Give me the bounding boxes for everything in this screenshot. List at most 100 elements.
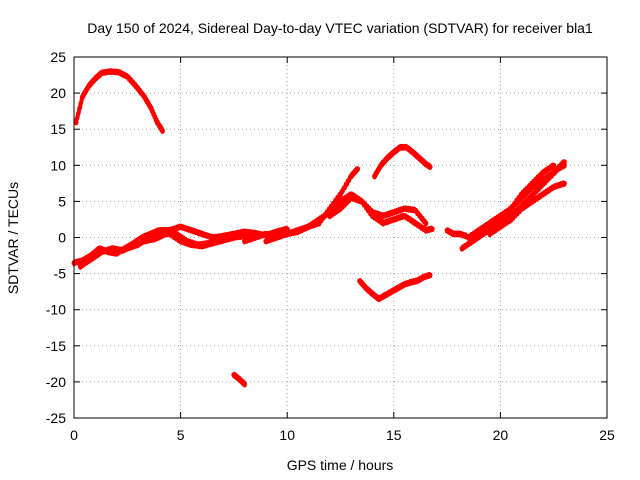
x-tick-label: 15 (386, 427, 402, 443)
data-point (497, 224, 503, 230)
data-point (376, 296, 382, 302)
series-arc-late-4 (508, 162, 557, 212)
data-point (382, 292, 388, 298)
data-point (508, 206, 514, 212)
data-point (551, 184, 557, 190)
series-layer (71, 68, 567, 388)
data-point (378, 162, 384, 168)
series-arc-short-low (231, 371, 248, 388)
series-trace (74, 68, 165, 134)
data-point (561, 180, 567, 186)
data-point (316, 216, 322, 222)
data-point (88, 256, 94, 262)
data-point (508, 216, 514, 222)
y-tick-label: 15 (50, 121, 66, 137)
data-point (156, 229, 162, 235)
data-point (519, 206, 525, 212)
data-point (540, 191, 546, 197)
data-point (369, 291, 375, 297)
data-point (188, 242, 194, 248)
data-point (178, 224, 184, 230)
x-tick-label: 5 (177, 427, 185, 443)
data-point (116, 69, 122, 75)
data-point (220, 237, 226, 243)
data-point (357, 278, 363, 284)
data-point (487, 220, 493, 226)
y-tick-label: 20 (50, 85, 66, 101)
data-point (423, 161, 429, 167)
data-point (423, 227, 429, 233)
series-arc-upper-hump (372, 143, 433, 180)
data-point (99, 249, 105, 255)
data-point (252, 235, 258, 240)
data-point (395, 285, 401, 291)
data-point (210, 240, 216, 246)
data-point (423, 220, 429, 226)
data-point (369, 213, 375, 219)
data-point (450, 231, 456, 237)
data-point (410, 149, 416, 155)
data-point (561, 159, 567, 165)
series-trace (372, 143, 432, 180)
data-point (459, 245, 465, 251)
y-tick-label: -5 (54, 266, 67, 282)
series-arc-late-3 (487, 180, 567, 238)
data-point (306, 224, 312, 230)
data-point (274, 235, 280, 240)
data-point (236, 376, 242, 382)
series-trace (445, 227, 469, 240)
series-arc-baseline-1 (71, 223, 290, 267)
data-point (92, 76, 98, 82)
data-point (284, 226, 290, 232)
data-point (146, 235, 152, 240)
series-trace (263, 191, 428, 245)
y-tick-label: -15 (46, 338, 66, 354)
y-tick-label: 10 (50, 157, 66, 173)
data-point (199, 231, 205, 237)
data-point (444, 227, 450, 233)
data-point (427, 164, 433, 170)
y-axis-label: SDTVAR / TECUs (5, 182, 21, 294)
data-point (389, 289, 395, 295)
data-point (416, 155, 422, 161)
data-point (480, 231, 486, 237)
data-point (397, 144, 403, 150)
x-axis-label: GPS time / hours (287, 457, 394, 473)
data-point (295, 229, 301, 235)
y-tick-label: 0 (58, 230, 66, 246)
data-point (199, 243, 205, 249)
y-tick-label: 5 (58, 193, 66, 209)
x-tick-label: 10 (279, 427, 295, 443)
data-point (86, 83, 92, 89)
data-point (363, 285, 369, 291)
data-point (465, 235, 471, 240)
data-point (401, 281, 407, 287)
data-point (99, 70, 105, 76)
x-tick-label: 0 (70, 427, 78, 443)
data-point (391, 216, 397, 222)
y-tick-label: 25 (50, 49, 66, 65)
data-point (242, 238, 248, 244)
data-point (534, 188, 540, 194)
data-point (529, 180, 535, 186)
data-point (540, 177, 546, 183)
data-point (188, 227, 194, 233)
data-point (178, 238, 184, 244)
data-point (135, 242, 141, 248)
data-point (338, 198, 343, 204)
series-arc-mid-2 (263, 191, 429, 245)
data-point (167, 231, 173, 237)
data-point (372, 173, 378, 179)
x-tick-label: 20 (493, 427, 509, 443)
data-point (73, 119, 79, 125)
data-point (421, 274, 427, 280)
data-point (242, 381, 248, 387)
data-point (412, 207, 418, 213)
data-point (470, 238, 476, 244)
data-point (384, 155, 390, 161)
data-point (263, 231, 269, 237)
data-point (338, 191, 343, 197)
series-trace (357, 272, 432, 303)
series-arc-late-bridge (444, 227, 469, 240)
data-point (107, 68, 113, 74)
